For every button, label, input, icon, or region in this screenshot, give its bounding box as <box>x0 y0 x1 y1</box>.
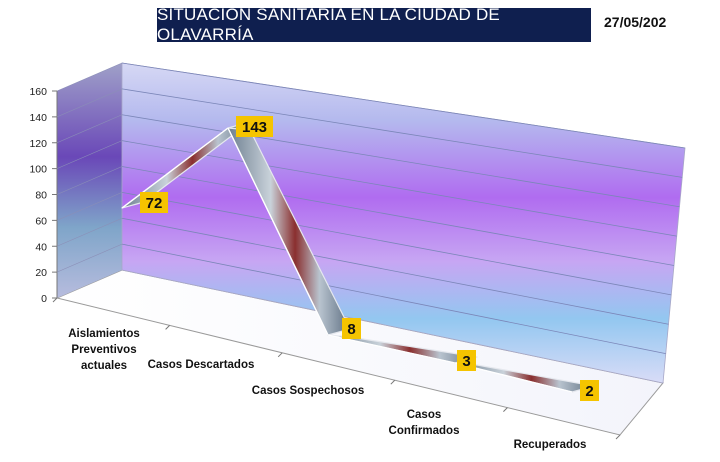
y-tick-label: 160 <box>29 86 47 98</box>
x-tick-mark <box>52 297 58 303</box>
gridline <box>121 140 677 237</box>
x-category-label-line: Confirmados <box>388 425 460 437</box>
x-category-label-line: Casos Descartados <box>147 359 255 371</box>
series-line <box>227 127 329 336</box>
x-tick-mark <box>277 352 283 358</box>
chart-title: SITUACIÓN SANITARIA EN LA CIUDAD DE OLAV… <box>157 5 591 44</box>
gridline-side <box>56 62 123 92</box>
x-category-label: Recuperados <box>514 437 587 453</box>
gridline-side <box>56 192 123 221</box>
series-line <box>327 334 456 364</box>
data-label: 72 <box>146 195 163 212</box>
gridline <box>121 62 686 149</box>
y-tick-label: 100 <box>29 164 47 176</box>
y-tick-label: 80 <box>35 190 47 202</box>
gridline <box>121 88 683 178</box>
gridline-side <box>56 243 123 273</box>
date-label: 27/05/202 <box>604 14 667 30</box>
gridline <box>121 166 675 266</box>
data-label: 2 <box>585 383 593 400</box>
x-category-label-line: Recuperados <box>513 439 587 451</box>
y-tick-label: 20 <box>35 267 47 279</box>
series-line <box>121 127 229 209</box>
data-label: 143 <box>242 119 267 136</box>
y-tick-label: 60 <box>35 215 47 227</box>
x-category-label-line: Casos <box>406 409 442 421</box>
data-label-box <box>236 116 273 137</box>
gridline-side <box>56 166 123 195</box>
x-category-label: Aislamientos Preventivos actuales <box>68 326 140 374</box>
x-tick-mark <box>615 434 621 440</box>
data-label-box <box>342 318 361 339</box>
y-tick-label: 0 <box>41 293 47 305</box>
gridline <box>121 114 680 208</box>
x-category-label-line: Casos Sospechosos <box>251 385 365 397</box>
x-category-label: Casos Confirmados <box>389 407 460 439</box>
gridline-side <box>56 88 123 118</box>
data-label: 3 <box>462 353 470 370</box>
x-category-label-line: actuales <box>80 360 128 372</box>
x-category-label-line: Aislamientos <box>68 328 140 340</box>
gridline <box>121 217 669 325</box>
data-label: 8 <box>347 321 355 338</box>
x-category-label: Casos Sospechosos <box>252 383 364 399</box>
data-label-box <box>457 350 476 371</box>
x-category-label-line: Preventivos <box>71 344 137 356</box>
y-tick-label: 120 <box>29 138 47 150</box>
gridline-side <box>56 140 123 169</box>
x-tick-mark <box>503 407 508 412</box>
gridline <box>121 191 672 296</box>
x-category-label: Casos Descartados <box>148 357 255 373</box>
x-tick-mark <box>390 379 396 385</box>
gridline <box>121 243 666 355</box>
data-label-box <box>140 192 168 213</box>
gridline-side <box>56 114 123 144</box>
data-label-box <box>580 380 599 401</box>
x-tick-mark <box>165 325 170 330</box>
gridline-side <box>56 217 123 247</box>
y-tick-label: 140 <box>29 112 47 124</box>
y-tick-label: 40 <box>35 241 47 253</box>
